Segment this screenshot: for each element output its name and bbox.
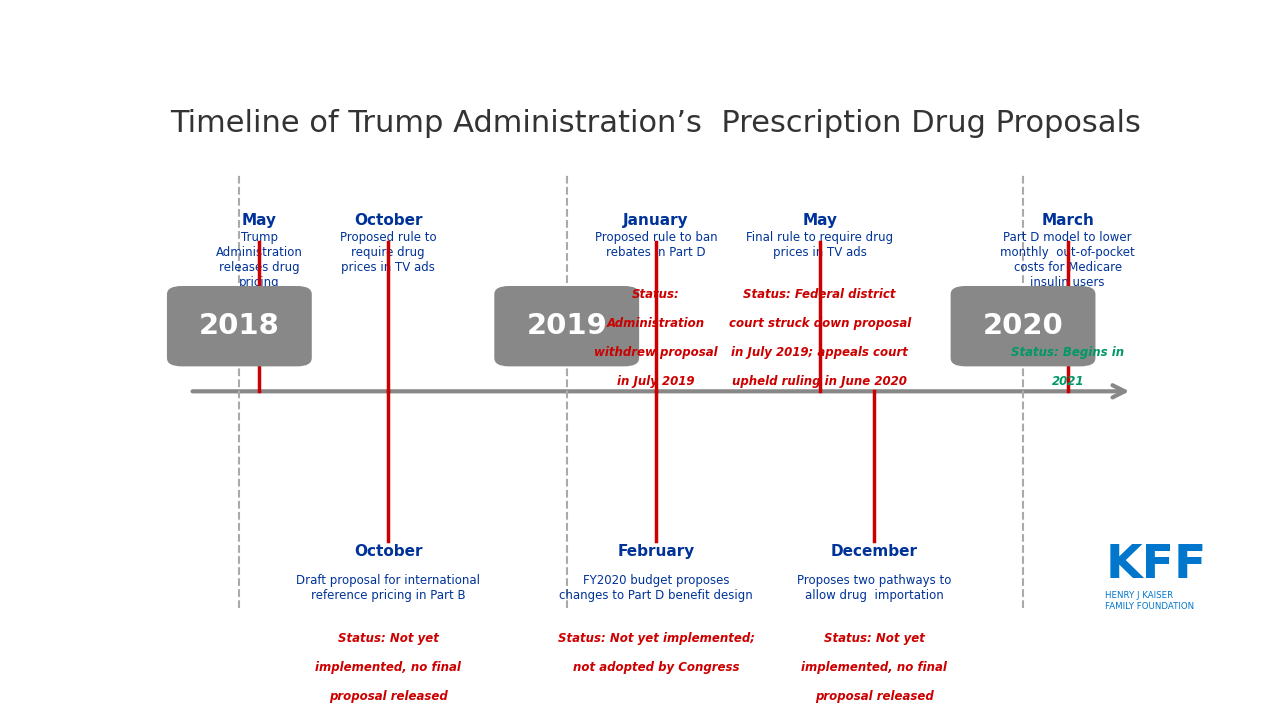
Text: FY2020 budget proposes
changes to Part D benefit design: FY2020 budget proposes changes to Part D… (559, 575, 753, 602)
Text: Final rule to require drug
prices in TV ads: Final rule to require drug prices in TV … (746, 230, 893, 258)
Text: in July 2019; appeals court: in July 2019; appeals court (731, 346, 908, 359)
FancyBboxPatch shape (494, 286, 639, 366)
Text: Part D model to lower
monthly  out-of-pocket
costs for Medicare
insulin users: Part D model to lower monthly out-of-poc… (1000, 230, 1135, 289)
Text: May: May (242, 213, 276, 228)
Text: December: December (831, 544, 918, 559)
Text: in July 2019: in July 2019 (617, 374, 695, 387)
Text: KFF: KFF (1106, 544, 1207, 588)
Text: Status: Begins in: Status: Begins in (1011, 346, 1124, 359)
Text: withdrew proposal: withdrew proposal (594, 346, 718, 359)
Text: HENRY J KAISER
FAMILY FOUNDATION: HENRY J KAISER FAMILY FOUNDATION (1106, 591, 1194, 611)
FancyBboxPatch shape (166, 286, 312, 366)
Text: 2019: 2019 (526, 312, 607, 341)
Text: Status: Not yet implemented;: Status: Not yet implemented; (558, 632, 754, 645)
Text: Status: Not yet: Status: Not yet (338, 632, 439, 645)
Text: March: March (1041, 213, 1094, 228)
Text: proposal released: proposal released (329, 690, 448, 703)
Text: 2020: 2020 (983, 312, 1064, 341)
Text: Timeline of Trump Administration’s  Prescription Drug Proposals: Timeline of Trump Administration’s Presc… (170, 109, 1142, 138)
Text: Status: Not yet: Status: Not yet (824, 632, 924, 645)
Text: October: October (353, 544, 422, 559)
Text: Administration: Administration (607, 317, 705, 330)
Text: implemented, no final: implemented, no final (801, 661, 947, 674)
Text: Proposed rule to
require drug
prices in TV ads: Proposed rule to require drug prices in … (340, 230, 436, 274)
Text: February: February (617, 544, 695, 559)
Text: court struck down proposal: court struck down proposal (728, 317, 911, 330)
Text: Status:: Status: (632, 288, 680, 301)
Text: May: May (803, 213, 837, 228)
Text: 2018: 2018 (198, 312, 280, 341)
Text: Proposes two pathways to
allow drug  importation: Proposes two pathways to allow drug impo… (797, 575, 951, 602)
Text: January: January (623, 213, 689, 228)
Text: Proposed rule to ban
rebates in Part D: Proposed rule to ban rebates in Part D (595, 230, 717, 258)
Text: implemented, no final: implemented, no final (315, 661, 461, 674)
Text: Draft proposal for international
reference pricing in Part B: Draft proposal for international referen… (296, 575, 480, 602)
FancyBboxPatch shape (951, 286, 1096, 366)
Text: upheld ruling in June 2020: upheld ruling in June 2020 (732, 374, 908, 387)
Text: not adopted by Congress: not adopted by Congress (572, 661, 740, 674)
Text: proposal released: proposal released (815, 690, 933, 703)
Text: Status: Federal district: Status: Federal district (744, 288, 896, 301)
Text: Trump
Administration
releases drug
pricing
blueprint: Trump Administration releases drug prici… (216, 230, 302, 304)
Text: October: October (353, 213, 422, 228)
Text: 2021: 2021 (1051, 374, 1084, 387)
